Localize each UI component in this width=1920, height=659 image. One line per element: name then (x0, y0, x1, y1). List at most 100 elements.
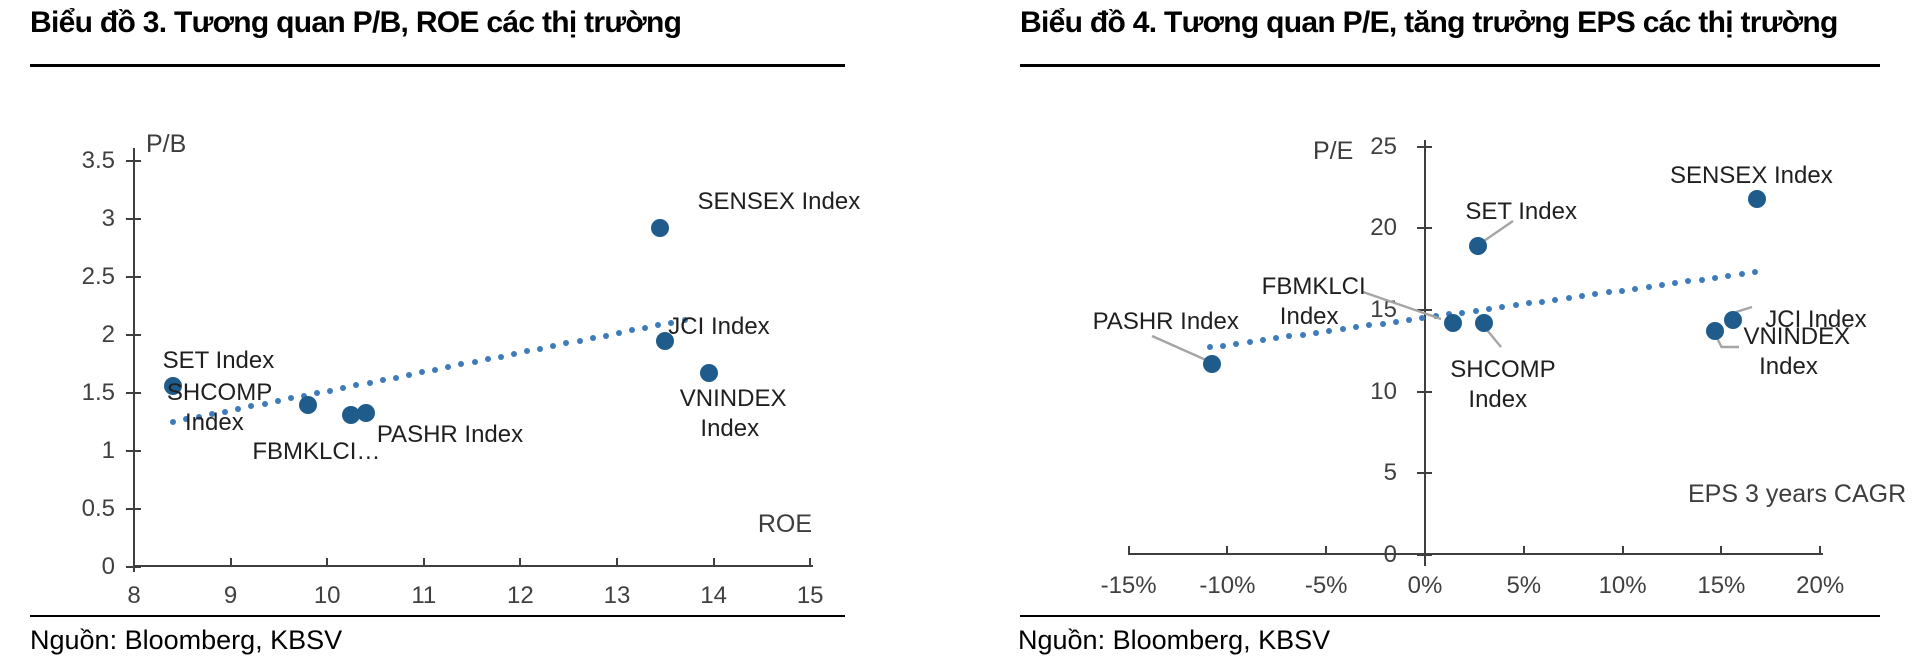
data-point-label-sensex: SENSEX Index (1669, 161, 1833, 189)
trendline-dot (1219, 342, 1226, 349)
trendline-dot (340, 384, 347, 391)
chart1-title-underline (30, 64, 845, 67)
chart2-title: Biểu đồ 4. Tương quan P/E, tăng trưởng E… (1020, 6, 1838, 39)
trendline-dot (576, 337, 583, 344)
trendline-dot (327, 387, 334, 394)
y-tick-label: 3 (101, 205, 115, 232)
x-tick-mark (616, 558, 618, 566)
trendline-dot (392, 374, 399, 381)
trendline-dot (1299, 331, 1306, 338)
x-tick-mark (1819, 546, 1822, 554)
trendline-dot (510, 350, 517, 357)
x-tick-label: -15% (1100, 572, 1157, 599)
data-point-label-set: SET Index (162, 347, 275, 375)
data-point-label-jci: JCI Index (668, 312, 770, 340)
trendline-dot (1286, 333, 1293, 340)
data-point-sensex (651, 219, 670, 238)
data-point-label-pashr: PASHR Index (1092, 307, 1239, 335)
trendline-dot (1618, 287, 1625, 294)
x-tick-label: -10% (1199, 572, 1256, 599)
data-point-label-jci: JCI Index (1765, 305, 1867, 333)
chart1-source-divider (30, 615, 845, 617)
chart2-source: Nguồn: Bloomberg, KBSV (1018, 625, 1331, 655)
y-tick-label: 3.5 (81, 147, 115, 174)
trendline-dot (537, 345, 544, 352)
trendline-dot (209, 411, 216, 418)
trendline-dot (1432, 313, 1439, 320)
y-axis-line (1424, 140, 1426, 566)
data-point-shcomp (298, 395, 317, 414)
data-point-pashr (356, 403, 375, 422)
trendline-dot (432, 366, 439, 373)
trendline-dot (563, 340, 570, 347)
trendline-dot (1751, 269, 1758, 276)
data-point-label-set: SET Index (1465, 198, 1577, 226)
x-axis-line (1128, 553, 1823, 555)
trendline-dot (222, 408, 229, 415)
y-tick-mark (1417, 554, 1432, 556)
y-tick-mark (1417, 308, 1432, 311)
trendline-dot (681, 316, 688, 323)
y-tick-mark (126, 392, 141, 394)
y-tick-label: 2.5 (81, 263, 115, 290)
trendline-dot (1712, 274, 1719, 281)
trendline-dot (182, 416, 189, 423)
trendline-dot (1605, 289, 1612, 296)
x-axis-title: ROE (757, 510, 812, 538)
x-tick-mark (809, 558, 812, 566)
trendline-dot (550, 343, 557, 350)
trendline-dot (1379, 320, 1386, 327)
data-point-jci (656, 331, 675, 350)
trendline-dot (615, 330, 622, 336)
x-tick-mark (1325, 546, 1328, 554)
x-tick-label: 8 (127, 582, 141, 609)
data-point-set (1469, 237, 1488, 256)
trendline-dot (314, 390, 321, 397)
data-point-label-shcomp: SHCOMP Index (166, 378, 273, 436)
x-tick-mark (1720, 546, 1723, 554)
trendline-dot (379, 377, 386, 384)
trendline-dot (1233, 340, 1240, 347)
trendline-dot (458, 361, 465, 368)
y-tick-label: 1.5 (81, 379, 115, 406)
x-tick-label: 14 (700, 582, 727, 609)
trendline-dot (1658, 282, 1665, 289)
trendline-dot (1392, 318, 1399, 325)
y-tick-label: 0 (1383, 541, 1397, 568)
y-axis-title: P/E (1313, 137, 1354, 165)
x-axis-line (133, 565, 813, 567)
x-tick-mark (1522, 546, 1525, 554)
y-axis-line (133, 148, 135, 572)
y-tick-label: 10 (1370, 377, 1397, 405)
trendline-dot (497, 353, 504, 360)
trendline-dot (1525, 300, 1532, 307)
trendline-dot (1632, 285, 1639, 292)
data-point-vnindex (1706, 322, 1725, 341)
trendline-dot (287, 395, 294, 402)
x-tick-label: -5% (1304, 572, 1348, 599)
trendline-dot (1565, 294, 1572, 301)
trendline-dot (235, 405, 242, 412)
data-point-label-fbmklci: FBMKLCI Index (1261, 272, 1366, 330)
x-tick-mark (1621, 546, 1624, 554)
y-tick-mark (126, 218, 141, 220)
y-tick-label: 2 (101, 321, 115, 348)
trendline-dot (1685, 278, 1692, 285)
x-tick-label: 10 (313, 582, 341, 609)
y-tick-mark (126, 276, 141, 278)
y-tick-mark (126, 334, 141, 336)
x-tick-mark (422, 558, 425, 566)
trendline-dot (1326, 327, 1333, 334)
data-point-vnindex (699, 364, 718, 383)
trendline-dot (1539, 298, 1546, 305)
trendline-dot (419, 369, 426, 376)
trendline-dot (1592, 291, 1599, 298)
data-point-jci (1724, 310, 1743, 329)
data-point-pashr (1202, 354, 1221, 373)
trendline-dot (1206, 344, 1213, 351)
trendline-dot (1645, 283, 1652, 290)
data-point-set (163, 377, 182, 396)
data-point-fbmklci (342, 406, 361, 425)
y-tick-label: 20 (1370, 214, 1397, 242)
